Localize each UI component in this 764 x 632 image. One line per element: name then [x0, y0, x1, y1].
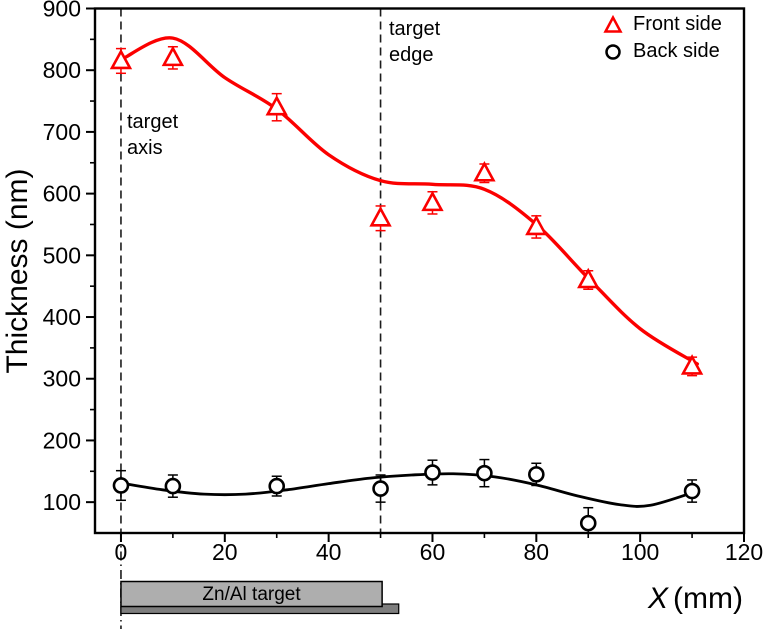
target-axis-annotation: target axis — [127, 111, 179, 159]
data-point — [579, 506, 597, 533]
target-edge-annotation: target edge — [389, 18, 441, 66]
data-point — [680, 354, 704, 377]
x-tick-label: 20 — [212, 539, 238, 565]
y-tick-label: 900 — [43, 0, 81, 22]
data-point — [525, 214, 548, 239]
y-tick-label: 300 — [43, 366, 81, 392]
data-point — [265, 92, 288, 122]
trend-curve — [119, 36, 699, 366]
plot-area — [109, 36, 704, 533]
triangle-marker-icon — [603, 14, 623, 33]
back-side-series — [112, 458, 701, 533]
data-point — [476, 458, 493, 488]
target-bar-label: Zn/Al target — [202, 584, 301, 605]
y-tick-label: 500 — [43, 242, 81, 268]
x-tick-label: 40 — [316, 539, 342, 565]
y-tick-label: 100 — [43, 489, 81, 515]
y-axis-title: Thickness (nm) — [1, 168, 34, 374]
data-point — [112, 469, 130, 502]
data-point — [372, 474, 389, 503]
front-side-series — [109, 36, 704, 377]
legend-label-front-side: Front side — [633, 13, 722, 35]
legend: Front side Back side — [601, 11, 722, 65]
y-tick-label: 400 — [43, 304, 81, 330]
x-tick-label: 100 — [621, 539, 659, 565]
data-point — [109, 47, 133, 75]
x-tick-label: 120 — [725, 539, 763, 565]
y-tick-label: 600 — [43, 181, 81, 207]
x-tick-label: 0 — [115, 539, 128, 565]
plot-frame — [93, 7, 746, 535]
data-point — [683, 479, 701, 503]
data-point — [268, 475, 286, 497]
trend-curve — [119, 472, 699, 508]
legend-label-back-side: Back side — [633, 40, 720, 62]
y-tick-label: 800 — [43, 57, 81, 83]
x-axis-title-variable: X — [648, 582, 669, 615]
legend-entry-front-side: Front side — [601, 11, 722, 38]
x-axis-title: X (mm) — [648, 582, 743, 616]
x-tick-label: 60 — [420, 539, 446, 565]
data-point — [369, 205, 392, 232]
data-point — [577, 267, 600, 291]
axis-ticks: 0 20 40 60 80 100 120 100 200 300 400 500 600 700 800 9… — [43, 0, 764, 565]
y-tick-label: 200 — [43, 427, 81, 453]
data-point — [421, 190, 444, 215]
target-bar — [120, 580, 383, 608]
data-point — [528, 462, 545, 487]
data-point — [164, 474, 182, 498]
x-axis-title-unit: (mm) — [673, 582, 743, 615]
circle-marker-icon — [605, 43, 621, 60]
x-tick-label: 80 — [524, 539, 550, 565]
data-point — [161, 45, 185, 70]
data-point — [473, 161, 496, 184]
legend-entry-back-side: Back side — [601, 38, 722, 65]
data-point — [424, 459, 441, 486]
y-tick-label: 700 — [43, 119, 81, 145]
